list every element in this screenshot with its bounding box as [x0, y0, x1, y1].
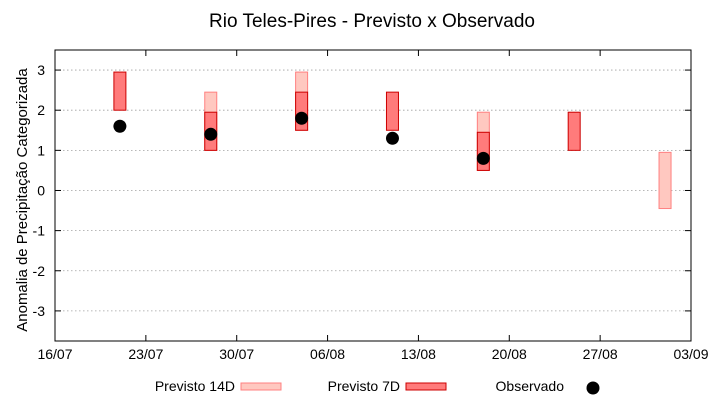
y-tick-label: 3 — [37, 62, 45, 78]
x-tick-label: 13/08 — [401, 346, 436, 362]
legend-marker — [586, 381, 600, 395]
observed-point — [385, 131, 399, 145]
legend-label: Observado — [496, 378, 565, 394]
y-tick-label: 2 — [37, 102, 45, 118]
x-tick-label: 16/07 — [37, 346, 72, 362]
range-bar-previsto-14d — [658, 151, 672, 210]
legend: Previsto 14D Previsto 7D Observado — [155, 378, 600, 395]
range-bar-previsto-7d — [567, 111, 581, 151]
y-tick-label: -1 — [33, 223, 46, 239]
legend-label: Previsto 7D — [328, 378, 400, 394]
x-tick-label: 23/07 — [128, 346, 163, 362]
y-tick-label: 0 — [37, 182, 45, 198]
y-tick-label: -2 — [33, 263, 46, 279]
chart-title: Rio Teles-Pires - Previsto x Observado — [209, 11, 535, 32]
y-tick-label: 1 — [37, 142, 45, 158]
legend-swatch — [240, 382, 282, 391]
observed-point — [295, 111, 309, 125]
observed-point — [476, 151, 490, 165]
y-tick-label: -3 — [33, 303, 46, 319]
x-tick-label: 30/07 — [219, 346, 254, 362]
x-tick-label: 03/09 — [673, 346, 708, 362]
range-bar-previsto-7d — [113, 71, 127, 111]
grid — [55, 69, 691, 312]
range-bar-previsto-7d — [385, 91, 399, 131]
plot-frame — [54, 49, 692, 342]
observed-point — [113, 119, 127, 133]
observed-point — [204, 127, 218, 141]
axes: 3 2 1 0 -1 -2 -3 16/07 23/07 30/07 06/08 13/08 20/08… — [33, 50, 709, 362]
x-tick-label: 27/08 — [583, 346, 618, 362]
y-axis-label: Anomalia de Precipitação Categorizada — [14, 68, 31, 332]
legend-label: Previsto 14D — [155, 378, 235, 394]
x-tick-label: 20/08 — [492, 346, 527, 362]
x-tick-label: 06/08 — [310, 346, 345, 362]
legend-swatch — [405, 382, 447, 391]
series-layer — [113, 71, 672, 210]
